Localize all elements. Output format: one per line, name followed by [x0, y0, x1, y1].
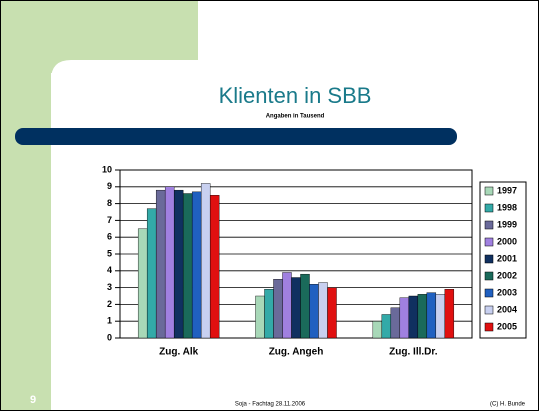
legend-swatch: [484, 288, 494, 298]
bar: [372, 321, 383, 339]
bar: [318, 282, 328, 339]
y-tick-label: 5: [107, 248, 112, 258]
legend-swatch: [484, 203, 494, 213]
y-tick-label: 7: [107, 215, 112, 225]
bar: [264, 289, 274, 339]
bar: [137, 228, 148, 339]
bar: [282, 272, 292, 339]
legend-label: 2003: [497, 287, 517, 297]
legend-label: 1998: [497, 202, 517, 212]
legend-label: 2000: [497, 236, 517, 246]
y-tick-label: 1: [107, 316, 112, 326]
y-tick-label: 6: [107, 232, 112, 242]
footer: Soja - Fachtag 28.11.2006: [235, 402, 306, 408]
copyright: (C) H. Bunde: [490, 402, 526, 408]
bar: [146, 208, 157, 339]
title-bar: [15, 128, 457, 145]
bar: [417, 294, 428, 339]
chart-title: Klienten in SBB: [219, 83, 372, 108]
y-tick-label: 2: [107, 299, 112, 309]
legend-label: 2001: [497, 253, 517, 263]
legend-label: 1999: [497, 219, 517, 229]
legend-label: 2005: [497, 321, 517, 331]
slide-number: 9: [30, 394, 36, 406]
bar: [435, 294, 446, 339]
legend-swatch: [484, 220, 494, 230]
bar: [390, 307, 401, 339]
bar: [200, 183, 211, 339]
legend-swatch: [484, 237, 494, 247]
bar: [300, 273, 310, 339]
bar: [155, 189, 166, 339]
bar: [273, 279, 283, 339]
bar: [408, 295, 419, 339]
bar: [381, 314, 392, 339]
legend-swatch: [484, 305, 494, 315]
bar: [191, 191, 202, 339]
bar: [444, 289, 455, 339]
bar: [209, 194, 220, 339]
bar: [255, 295, 265, 339]
x-tick-label: Zug. Alk: [159, 347, 199, 358]
y-tick-label: 4: [107, 265, 112, 275]
bar: [309, 284, 319, 339]
green-strip: [1, 1, 51, 410]
bar: [327, 287, 337, 339]
bar: [291, 277, 301, 339]
bar: [164, 186, 175, 339]
legend-swatch: [484, 186, 494, 196]
legend-swatch: [484, 271, 494, 281]
y-tick-label: 8: [107, 198, 112, 208]
legend-label: 1997: [497, 185, 517, 195]
bar: [426, 292, 437, 339]
bar: [399, 297, 410, 339]
legend-label: 2004: [497, 304, 517, 314]
x-tick-label: Zug. Ill.Dr.: [389, 347, 438, 358]
y-tick-label: 0: [107, 332, 112, 342]
bar: [173, 189, 184, 339]
y-tick-label: 10: [102, 164, 112, 174]
bar: [182, 193, 193, 339]
legend-swatch: [484, 322, 494, 332]
y-tick-label: 3: [107, 282, 112, 292]
legend-label: 2002: [497, 270, 517, 280]
x-tick-label: Zug. Angeh: [269, 347, 324, 358]
chart-subtitle: Angaben in Tausend: [266, 114, 325, 120]
legend-swatch: [484, 254, 494, 264]
y-tick-label: 9: [107, 181, 112, 191]
